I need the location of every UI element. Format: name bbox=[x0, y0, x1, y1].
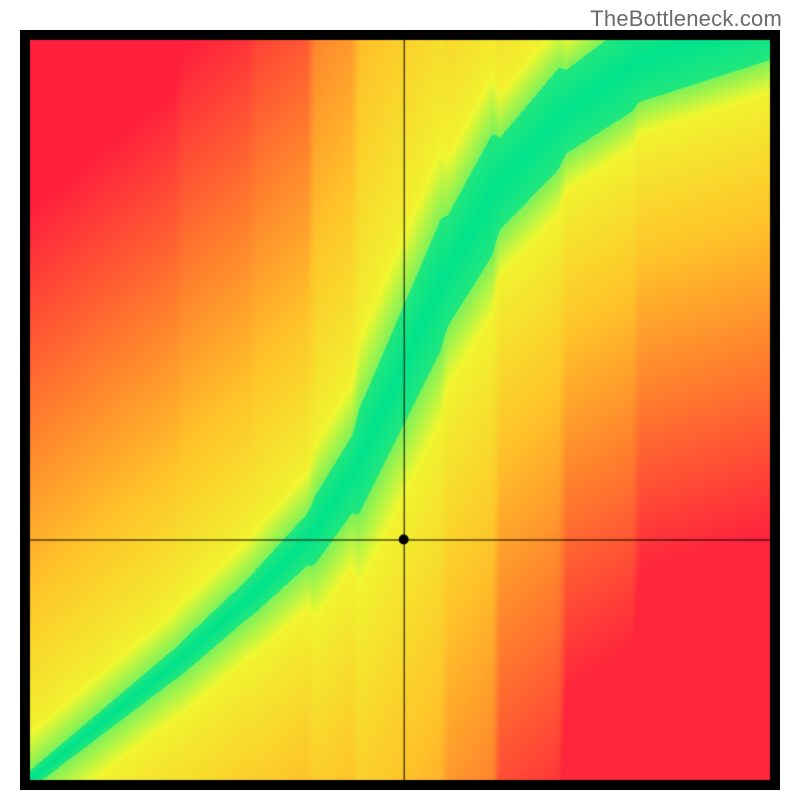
heatmap-plot bbox=[20, 30, 780, 790]
chart-container: TheBottleneck.com bbox=[0, 0, 800, 800]
watermark-text: TheBottleneck.com bbox=[590, 6, 782, 32]
heatmap-canvas bbox=[20, 30, 780, 790]
